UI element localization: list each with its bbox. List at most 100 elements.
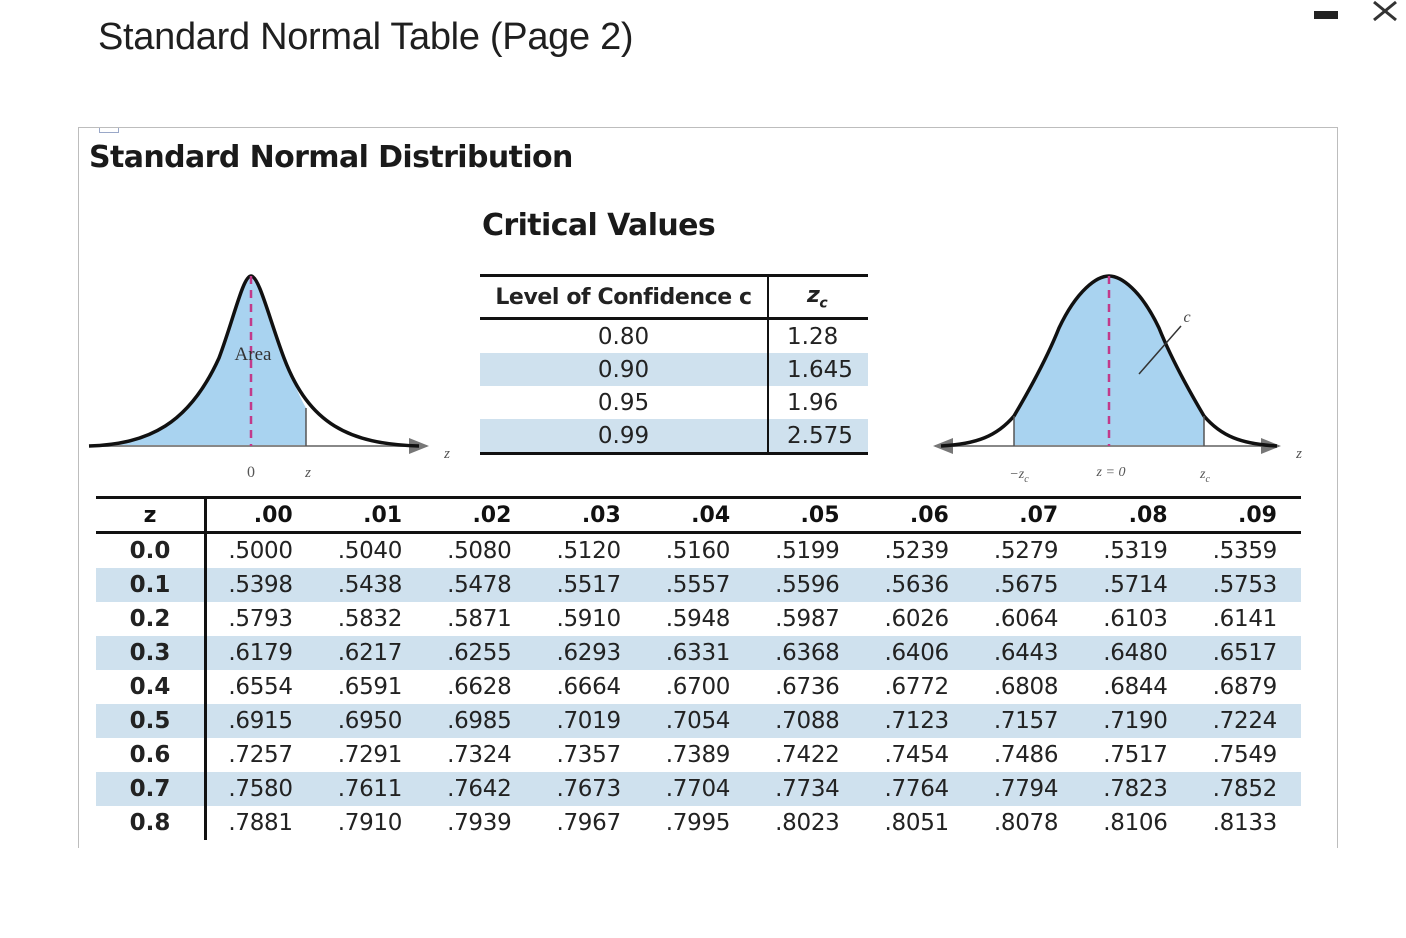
decimal-column-header: .01 [316, 496, 427, 534]
probability-cell: .6443 [972, 636, 1083, 670]
probability-cell: .6064 [993, 606, 1059, 632]
probability-cell: .6255 [426, 636, 536, 670]
probability-cell: .7357 [556, 742, 621, 768]
probability-cell: .6879 [1212, 674, 1278, 700]
probability-cell: .5910 [556, 606, 621, 632]
probability-cell: .7486 [993, 742, 1059, 768]
probability-cell: .6331 [644, 636, 755, 670]
probability-cell: .7454 [884, 742, 950, 768]
image-corner-marker [99, 128, 119, 133]
cv-header-z: zc [768, 274, 868, 320]
probability-cell: .5948 [665, 606, 731, 632]
cv-z-cell: 1.96 [787, 389, 839, 416]
decimal-column-header: .02 [426, 496, 536, 534]
probability-cell: .8106 [1103, 810, 1168, 836]
probability-cell: .5000 [228, 538, 293, 564]
figure-heading: Standard Normal Distribution [89, 140, 573, 175]
probability-cell: .6293 [535, 636, 645, 670]
cv-level-cell: 0.90 [480, 353, 769, 386]
probability-cell: .6554 [228, 674, 293, 700]
z-table-row: 0.7.7580.7611.7642.7673.7704.7734.7764.7… [96, 772, 1301, 806]
right-normal-curve: c −zc z = 0 zc z [933, 274, 1302, 485]
probability-cell: .6103 [1103, 606, 1168, 632]
probability-cell: .7088 [754, 704, 864, 738]
z-table-row: 0.5.6915.6950.6985.7019.7054.7088.7123.7… [96, 704, 1301, 738]
critical-values-table: Level of Confidence c zc 0.80 1.28 0.90 1.6… [480, 274, 868, 455]
probability-cell: .7291 [337, 742, 403, 768]
z-table-row: 0.4 .6554 .6591 .6628 .6664 .6700 .6736 .6772 .6… [96, 670, 1301, 704]
z-table-row: 0.2 .5793 .5832 .5871 .5910 .5948 .5987 .6026 .6… [96, 602, 1301, 636]
z-column-header: z [96, 496, 207, 534]
left-area-label: Area [235, 344, 272, 365]
left-curve-shaded-area [89, 276, 306, 446]
probability-cell: .5438 [316, 568, 427, 602]
probability-cell: .7673 [535, 772, 645, 806]
z-value-cell: 0.6 [96, 738, 207, 772]
probability-cell: .5040 [337, 538, 403, 564]
probability-cell: .7611 [316, 772, 427, 806]
left-axis-label: z [443, 446, 450, 462]
probability-cell: .7823 [1082, 772, 1192, 806]
probability-cell: .7642 [426, 772, 536, 806]
probability-cell: .7054 [644, 704, 755, 738]
close-icon[interactable] [1366, 0, 1406, 34]
z-table-row: 0.0 .5000 .5040 .5080 .5120 .5160 .5199 .5239 .5… [96, 532, 1301, 568]
probability-cell: .7123 [863, 704, 973, 738]
probability-cell: .7704 [644, 772, 755, 806]
probability-cell: .7324 [447, 742, 512, 768]
decimal-column-header: .09 [1191, 496, 1301, 534]
critical-values-title: Critical Values [482, 208, 716, 243]
decimal-column-header: .07 [972, 496, 1083, 534]
probability-cell: .5239 [884, 538, 950, 564]
probability-cell: .6915 [205, 704, 317, 738]
z-value-cell: 0.0 [96, 532, 207, 568]
probability-cell: .5080 [447, 538, 512, 564]
cv-z-cell: 1.28 [787, 323, 839, 350]
decimal-column-header: .08 [1082, 496, 1192, 534]
probability-cell: .8078 [993, 810, 1059, 836]
probability-cell: .7939 [447, 810, 512, 836]
z-value-cell: 0.5 [96, 704, 207, 738]
cv-level-cell: 0.95 [480, 386, 769, 419]
right-zc-label: zc [1199, 467, 1210, 485]
probability-cell: .7422 [775, 742, 840, 768]
probability-cell: .6480 [1082, 636, 1192, 670]
probability-cell: .7019 [535, 704, 645, 738]
cv-row: 0.90 1.645 [480, 353, 868, 386]
probability-cell: .7389 [665, 742, 731, 768]
probability-cell: .7794 [972, 772, 1083, 806]
probability-cell: .7157 [972, 704, 1083, 738]
cv-level-cell: 0.80 [480, 318, 769, 353]
cv-z-cell: 2.575 [768, 419, 868, 455]
probability-cell: .5398 [205, 568, 317, 602]
probability-cell: .7734 [754, 772, 864, 806]
probability-cell: .6808 [993, 674, 1059, 700]
probability-cell: .7224 [1191, 704, 1301, 738]
probability-cell: .5871 [447, 606, 512, 632]
probability-cell: .5359 [1212, 538, 1278, 564]
figure-image: Standard Normal Distribution Area 0 z z … [78, 127, 1338, 848]
probability-cell: .7881 [228, 810, 293, 836]
probability-cell: .8051 [884, 810, 950, 836]
probability-cell: .5714 [1082, 568, 1192, 602]
cv-row: 0.95 1.96 [480, 386, 868, 419]
probability-cell: .5319 [1103, 538, 1168, 564]
right-z0-label: z = 0 [1096, 465, 1126, 480]
probability-cell: .6217 [316, 636, 427, 670]
probability-cell: .7852 [1191, 772, 1301, 806]
minimize-icon[interactable] [1308, 6, 1342, 26]
z-table-row: 0.3.6179.6217.6255.6293.6331.6368.6406.6… [96, 636, 1301, 670]
probability-cell: .5636 [863, 568, 973, 602]
probability-cell: .7549 [1212, 742, 1278, 768]
probability-cell: .5517 [535, 568, 645, 602]
probability-cell: .7190 [1082, 704, 1192, 738]
probability-cell: .5279 [993, 538, 1059, 564]
z-value-cell: 0.4 [96, 670, 207, 704]
probability-cell: .6664 [556, 674, 621, 700]
z-table-row: 0.1.5398.5438.5478.5517.5557.5596.5636.5… [96, 568, 1301, 602]
probability-cell: .5793 [228, 606, 293, 632]
probability-cell: .6406 [863, 636, 973, 670]
probability-cell: .5675 [972, 568, 1083, 602]
probability-cell: .7764 [863, 772, 973, 806]
probability-cell: .6985 [426, 704, 536, 738]
